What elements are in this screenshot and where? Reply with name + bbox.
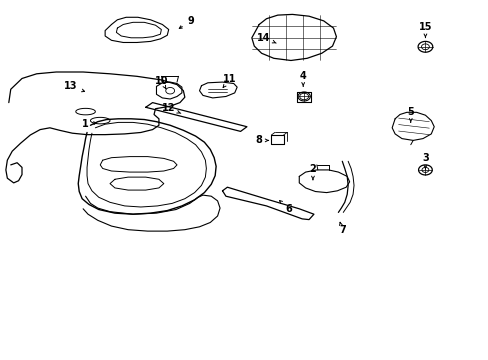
Text: 4: 4 [299, 71, 306, 86]
Text: 15: 15 [418, 22, 431, 37]
Text: 5: 5 [407, 107, 413, 122]
Text: 13: 13 [64, 81, 84, 92]
Text: 1: 1 [82, 119, 96, 129]
Text: 3: 3 [421, 153, 428, 169]
Text: 6: 6 [279, 201, 291, 214]
Text: 12: 12 [162, 103, 181, 113]
Text: 2: 2 [309, 164, 316, 180]
Text: 8: 8 [255, 135, 268, 145]
Text: 14: 14 [257, 33, 276, 43]
Text: 7: 7 [338, 222, 345, 235]
Text: 9: 9 [179, 16, 194, 28]
Text: 11: 11 [223, 74, 236, 87]
Text: 10: 10 [154, 76, 168, 89]
